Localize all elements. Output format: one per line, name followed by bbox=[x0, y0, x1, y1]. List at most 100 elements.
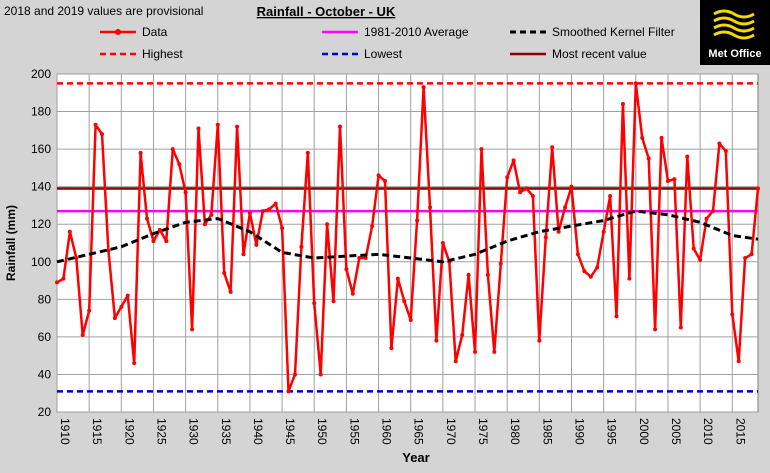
data-point bbox=[530, 194, 535, 199]
data-point bbox=[698, 257, 703, 262]
data-point bbox=[710, 209, 715, 214]
chart-title: Rainfall - October - UK bbox=[257, 4, 396, 19]
axes: 20 40 60 80 100 120 140 160 180 200 1910 1915 1920 19… bbox=[31, 67, 747, 445]
data-point bbox=[55, 280, 59, 285]
data-point bbox=[292, 372, 297, 377]
legend-label-highest: Highest bbox=[142, 47, 183, 61]
data-point bbox=[100, 132, 105, 137]
data-point bbox=[428, 205, 433, 210]
data-point bbox=[646, 156, 651, 161]
data-point bbox=[325, 222, 330, 227]
data-point bbox=[273, 201, 278, 206]
y-tick-label: 180 bbox=[31, 105, 51, 119]
data-point bbox=[190, 327, 195, 332]
data-point bbox=[672, 177, 677, 182]
x-tick-label: 1930 bbox=[187, 418, 201, 445]
data-point bbox=[685, 154, 690, 159]
data-point bbox=[286, 389, 291, 394]
data-point bbox=[370, 224, 375, 229]
data-point bbox=[389, 346, 394, 351]
data-point bbox=[537, 338, 542, 343]
data-point bbox=[228, 289, 233, 294]
data-point bbox=[601, 229, 606, 234]
data-point bbox=[627, 276, 632, 281]
y-tick-label: 140 bbox=[31, 180, 51, 194]
data-point bbox=[318, 372, 323, 377]
data-point bbox=[434, 338, 439, 343]
x-tick-label: 2015 bbox=[733, 418, 747, 445]
data-point bbox=[119, 304, 124, 309]
x-tick-label: 1965 bbox=[412, 418, 426, 445]
x-tick-label: 1970 bbox=[444, 418, 458, 445]
data-point bbox=[196, 126, 201, 131]
data-point bbox=[640, 135, 645, 140]
data-point bbox=[112, 316, 117, 321]
y-tick-label: 100 bbox=[31, 255, 51, 269]
data-point bbox=[659, 135, 664, 140]
y-tick-label: 60 bbox=[38, 330, 52, 344]
data-point bbox=[138, 150, 143, 155]
data-point bbox=[350, 291, 355, 296]
data-point bbox=[608, 194, 613, 199]
smoothed-line bbox=[56, 209, 759, 264]
data-point bbox=[247, 210, 252, 215]
x-tick-label: 1975 bbox=[476, 418, 490, 445]
data-point bbox=[67, 229, 72, 234]
data-point bbox=[460, 333, 465, 338]
data-point bbox=[415, 218, 420, 223]
data-point bbox=[344, 267, 349, 272]
data-point bbox=[125, 293, 130, 298]
data-point bbox=[402, 299, 407, 304]
grid bbox=[56, 73, 758, 413]
x-axis-label: Year bbox=[402, 450, 429, 465]
data-point bbox=[743, 256, 748, 261]
data-point bbox=[473, 349, 478, 354]
legend-label-data: Data bbox=[142, 25, 168, 39]
data-point bbox=[704, 216, 709, 221]
data-point bbox=[749, 252, 754, 257]
legend-label-recent: Most recent value bbox=[552, 47, 647, 61]
x-tick-label: 1920 bbox=[122, 418, 136, 445]
data-point bbox=[357, 256, 362, 261]
x-tick-label: 2000 bbox=[637, 418, 651, 445]
data-point bbox=[202, 222, 207, 227]
data-point bbox=[569, 184, 574, 189]
data-point bbox=[151, 239, 156, 244]
data-point bbox=[563, 205, 568, 210]
legend-label-average: 1981-2010 Average bbox=[364, 25, 469, 39]
data-point bbox=[678, 325, 683, 330]
legend-label-smoothed: Smoothed Kernel Filter bbox=[552, 25, 675, 39]
data-point bbox=[132, 361, 137, 366]
data-point bbox=[485, 272, 490, 277]
logo-text: Met Office bbox=[708, 48, 762, 60]
data-point bbox=[440, 241, 445, 245]
data-point bbox=[653, 327, 658, 332]
provisional-note: 2018 and 2019 values are provisional bbox=[4, 4, 204, 18]
data-point bbox=[177, 162, 182, 167]
data-point bbox=[331, 299, 336, 304]
x-tick-label: 1955 bbox=[347, 418, 361, 445]
data-point bbox=[267, 207, 272, 212]
data-point bbox=[582, 269, 587, 274]
x-tick-label: 1990 bbox=[572, 418, 586, 445]
data-point bbox=[498, 261, 503, 266]
data-point bbox=[299, 244, 304, 249]
x-tick-label: 1995 bbox=[605, 418, 619, 445]
legend-label-lowest: Lowest bbox=[364, 47, 403, 61]
x-tick-label: 1925 bbox=[154, 418, 168, 445]
data-point bbox=[145, 216, 150, 221]
data-point bbox=[595, 265, 600, 270]
legend: Data 1981-2010 Average Smoothed Kernel Fil… bbox=[100, 25, 675, 61]
data-point bbox=[492, 349, 497, 354]
data-point bbox=[479, 147, 484, 152]
data-point bbox=[235, 124, 240, 129]
data-point bbox=[665, 179, 670, 184]
data-point bbox=[183, 190, 188, 195]
x-tick-label: 1985 bbox=[540, 418, 554, 445]
logo-waves-icon bbox=[713, 9, 755, 40]
x-tick-label: 1945 bbox=[283, 418, 297, 445]
data-point bbox=[453, 359, 458, 364]
data-point bbox=[280, 225, 285, 230]
data-point bbox=[614, 314, 619, 319]
data-point bbox=[524, 186, 529, 191]
